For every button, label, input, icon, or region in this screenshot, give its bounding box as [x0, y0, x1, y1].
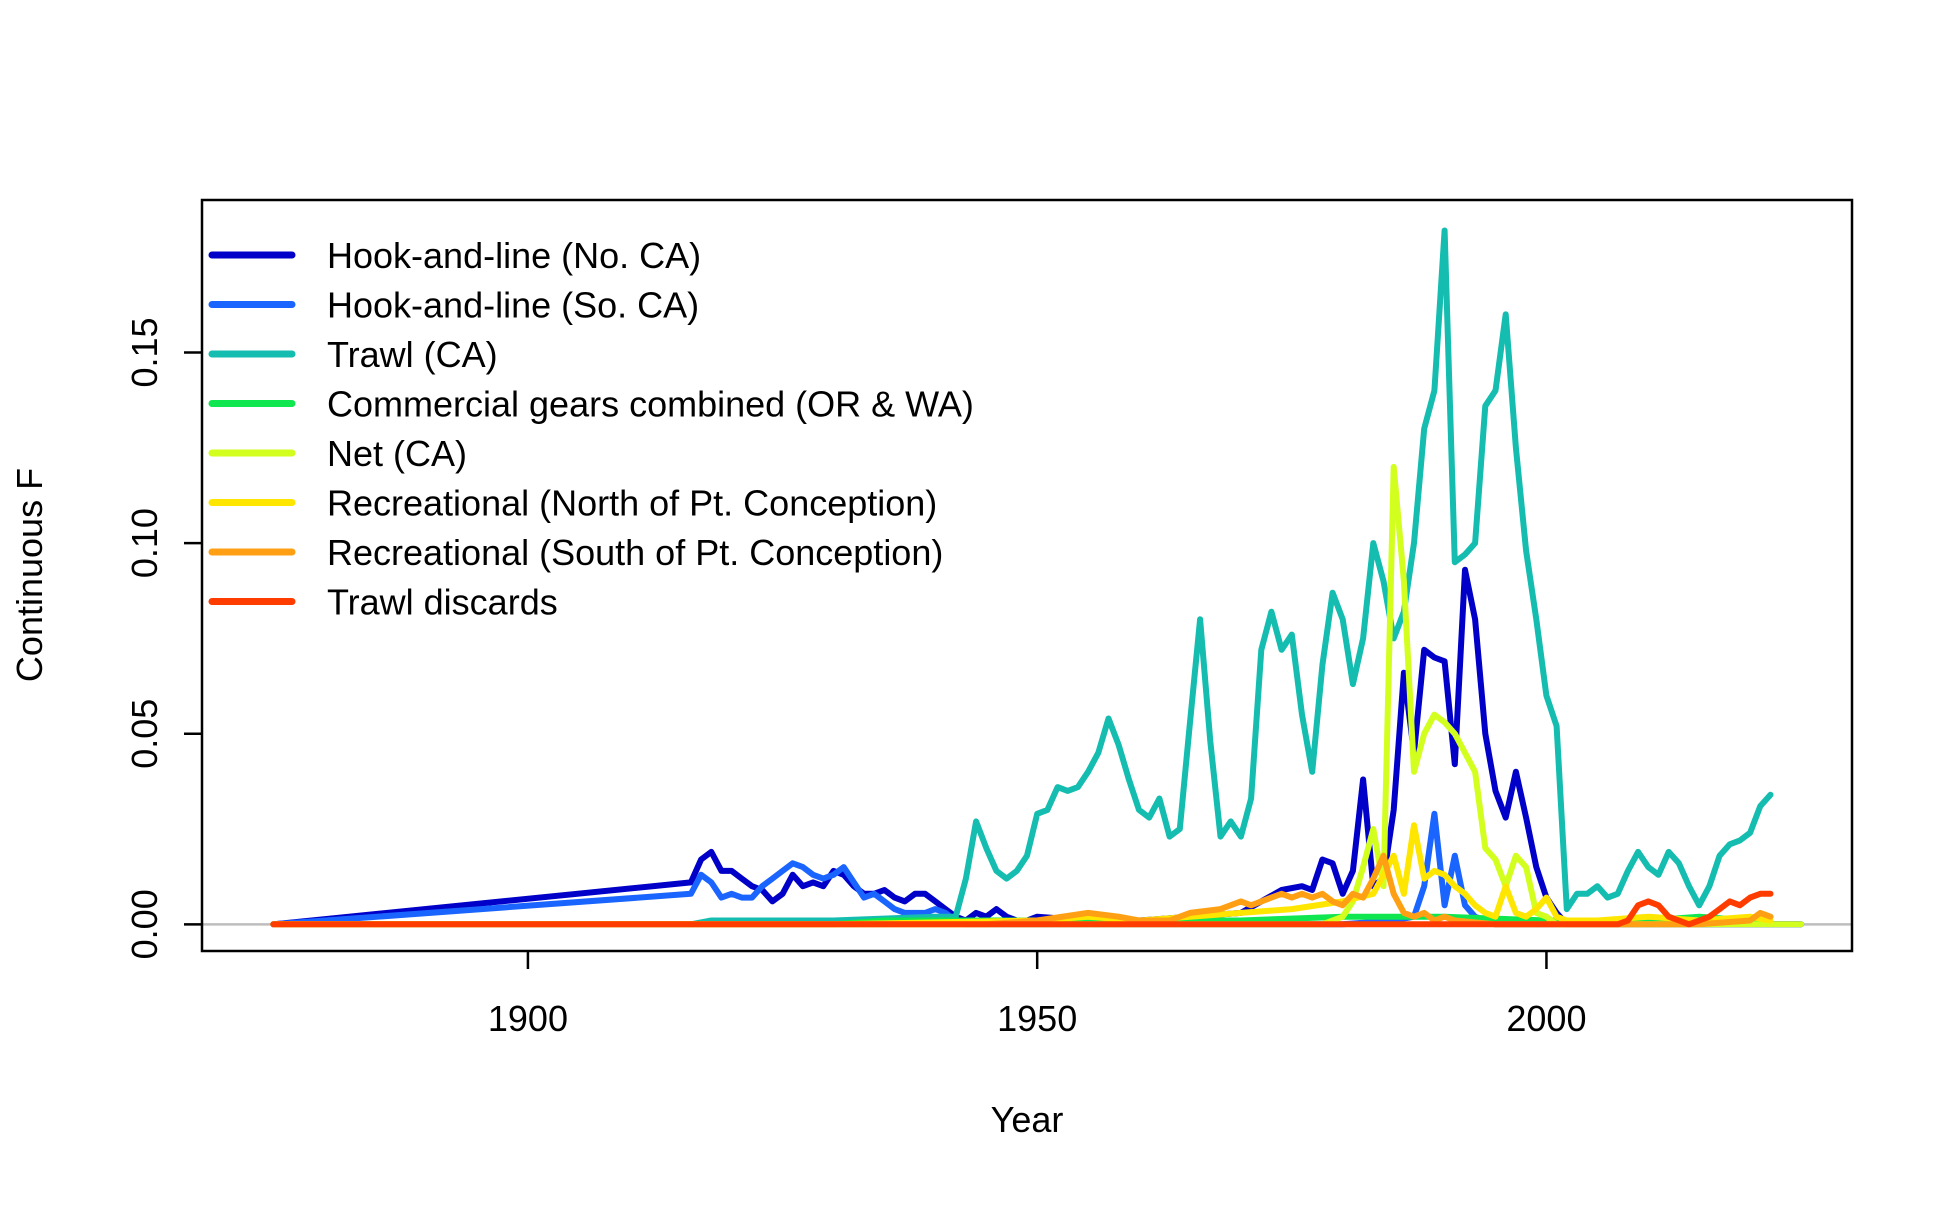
y-axis-label: Continuous F: [9, 468, 50, 682]
y-tick-label: 0.05: [124, 699, 165, 769]
legend-entry-7: Recreational (South of Pt. Conception): [208, 532, 943, 573]
legend: Hook-and-line (No. CA) Hook-and-line (So.…: [208, 235, 974, 623]
series-line-3: [270, 227, 1774, 928]
legend-entry-8: Trawl discards: [208, 582, 558, 623]
legend-entry-4: Commercial gears combined (OR & WA): [208, 384, 974, 425]
legend-label: Hook-and-line (No. CA): [327, 235, 701, 276]
series-line-2: [270, 810, 1805, 928]
series-line-5: [270, 463, 1805, 928]
series-line-8: [270, 890, 1774, 928]
y-tick-label: 0.00: [124, 889, 165, 959]
legend-label: Hook-and-line (So. CA): [327, 285, 699, 326]
x-tick-label: 1900: [488, 998, 568, 1039]
legend-label: Trawl discards: [327, 582, 558, 623]
y-axis: 0.00 0.05 0.10 0.15: [124, 317, 202, 959]
y-tick-label: 0.10: [124, 508, 165, 578]
plot-lines: [202, 227, 1852, 928]
legend-entry-6: Recreational (North of Pt. Conception): [208, 483, 937, 524]
series-line-1: [270, 566, 1805, 928]
x-tick-label: 1950: [997, 998, 1077, 1039]
plot-frame: [200, 198, 1854, 953]
x-tick-label: 2000: [1506, 998, 1586, 1039]
legend-entry-1: Hook-and-line (No. CA): [208, 235, 701, 276]
legend-entry-5: Net (CA): [208, 433, 467, 474]
legend-entry-2: Hook-and-line (So. CA): [208, 285, 699, 326]
x-axis-label: Year: [991, 1099, 1064, 1140]
legend-label: Net (CA): [327, 433, 467, 474]
legend-label: Commercial gears combined (OR & WA): [327, 384, 974, 425]
legend-label: Trawl (CA): [327, 334, 498, 375]
legend-label: Recreational (North of Pt. Conception): [327, 483, 937, 524]
x-axis: 1900 1950 2000: [488, 951, 1586, 1039]
legend-label: Recreational (South of Pt. Conception): [327, 532, 943, 573]
series-line-6: [270, 822, 1774, 928]
legend-entry-3: Trawl (CA): [208, 334, 498, 375]
y-tick-label: 0.15: [124, 317, 165, 387]
